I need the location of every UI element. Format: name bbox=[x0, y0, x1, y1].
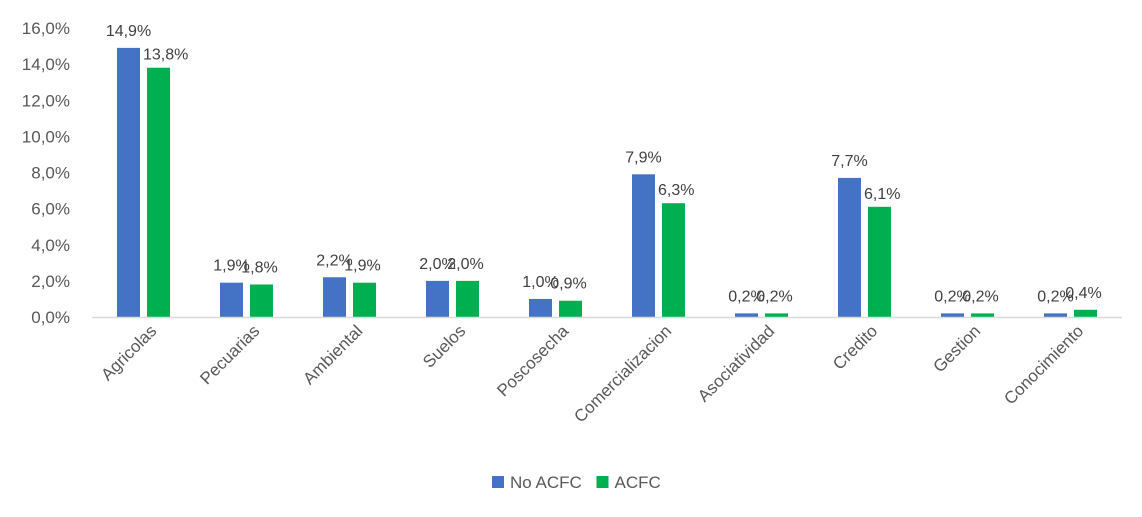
data-label: 13,8% bbox=[143, 47, 188, 64]
legend-item: No ACFC bbox=[492, 473, 582, 492]
y-tick-label: 4,0% bbox=[31, 236, 70, 255]
y-tick-label: 16,0% bbox=[22, 19, 70, 38]
data-label: 6,3% bbox=[658, 182, 694, 199]
y-tick-label: 10,0% bbox=[22, 127, 70, 146]
x-tick-label: Agricolas bbox=[97, 321, 160, 384]
bar-no-acfc bbox=[632, 174, 655, 317]
x-tick-label: Gestion bbox=[929, 321, 984, 376]
bar-no-acfc bbox=[117, 47, 140, 318]
x-tick-label: Conocimiento bbox=[1000, 321, 1087, 408]
data-label: 7,9% bbox=[625, 149, 661, 166]
data-labels: 14,9%13,8%1,9%1,8% 2,2%1,9% 2,0%2,0%1,0%0,… bbox=[106, 23, 1102, 306]
x-tick-label: Credito bbox=[829, 321, 881, 373]
legend-swatch bbox=[596, 476, 609, 488]
bar-no-acfc bbox=[735, 313, 758, 317]
data-label: 0,2% bbox=[1037, 288, 1073, 305]
bar-no-acfc bbox=[529, 298, 552, 317]
x-tick-label: Poscosecha bbox=[493, 321, 572, 400]
data-label: 6,1% bbox=[864, 186, 900, 203]
legend: No ACFC ACFC bbox=[492, 473, 661, 492]
bar-acfc bbox=[765, 313, 788, 317]
legend-swatch bbox=[492, 476, 504, 488]
y-tick-label: 14,0% bbox=[22, 55, 70, 74]
data-label: 0,9% bbox=[550, 276, 586, 293]
y-tick-label: 2,0% bbox=[31, 272, 70, 291]
bar-no-acfc bbox=[323, 277, 346, 317]
data-label: 1,9% bbox=[344, 258, 380, 275]
data-label: 1,9% bbox=[213, 258, 249, 275]
data-label: 1,0% bbox=[522, 274, 558, 291]
data-label: 1,8% bbox=[241, 259, 277, 276]
y-tick-label: 8,0% bbox=[31, 164, 70, 183]
data-label: 0,2% bbox=[728, 288, 764, 305]
bar-no-acfc bbox=[838, 177, 861, 317]
bar-acfc bbox=[1074, 309, 1097, 317]
x-axis: Agricolas Pecuarias Ambiental Suelos Poscose… bbox=[97, 321, 1087, 426]
data-label: 14,9% bbox=[106, 23, 151, 40]
bars bbox=[117, 47, 1097, 318]
bar-no-acfc bbox=[426, 280, 449, 317]
bar-acfc bbox=[559, 300, 582, 317]
data-label: 0,2% bbox=[756, 288, 792, 305]
bar-acfc bbox=[456, 280, 479, 317]
bar-no-acfc bbox=[1044, 313, 1067, 317]
bar-acfc bbox=[147, 67, 170, 317]
x-tick-label: Ambiental bbox=[299, 321, 366, 388]
data-label: 2,0% bbox=[419, 256, 455, 273]
data-label: 2,2% bbox=[316, 252, 352, 269]
legend-label: No ACFC bbox=[510, 473, 582, 492]
bar-acfc bbox=[353, 282, 376, 317]
x-tick-label: Pecuarias bbox=[196, 321, 263, 388]
bar-acfc bbox=[971, 313, 994, 317]
bar-no-acfc bbox=[941, 313, 964, 317]
bar-acfc bbox=[250, 284, 273, 317]
bar-acfc bbox=[662, 203, 685, 317]
data-label: 0,2% bbox=[962, 288, 998, 305]
data-label: 7,7% bbox=[831, 153, 867, 170]
data-label: 0,4% bbox=[1065, 285, 1101, 302]
data-label: 0,2% bbox=[934, 288, 970, 305]
data-label: 2,0% bbox=[447, 256, 483, 273]
x-tick-label: Asociatividad bbox=[694, 321, 778, 405]
y-tick-label: 0,0% bbox=[31, 308, 70, 327]
bar-no-acfc bbox=[220, 282, 243, 317]
x-tick-label: Suelos bbox=[419, 321, 469, 371]
y-tick-label: 12,0% bbox=[22, 91, 70, 110]
x-tick-label: Comercializacion bbox=[570, 321, 675, 426]
y-tick-label: 6,0% bbox=[31, 200, 70, 219]
bar-acfc bbox=[868, 206, 891, 317]
y-axis: 0,0% 2,0% 4,0% 6,0% 8,0% 10,0% 12,0% 14,0% 16,0% bbox=[22, 19, 70, 327]
legend-item: ACFC bbox=[596, 473, 661, 492]
legend-label: ACFC bbox=[615, 473, 661, 492]
